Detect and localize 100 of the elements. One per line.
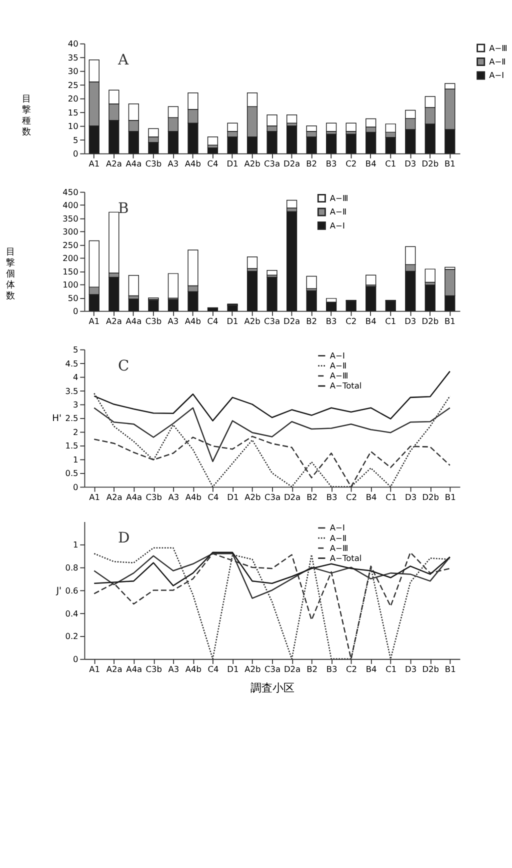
x-tick-label: D2b — [422, 158, 439, 169]
bar — [266, 270, 278, 276]
x-tick-label: A4a — [126, 664, 142, 674]
y-tick-label: 10 — [68, 121, 78, 132]
y-tick-label: 1 — [73, 454, 78, 464]
x-tick-label: B1 — [444, 158, 456, 169]
x-tick-label: A2a — [106, 158, 122, 169]
x-tick-label: C2 — [346, 664, 358, 674]
legend-label: A−Total — [330, 380, 362, 391]
x-tick-label: C3b — [146, 664, 162, 674]
y-tick-label: 2.5 — [65, 413, 78, 424]
bar — [148, 300, 159, 312]
legend-label: A−Ⅰ — [330, 220, 345, 230]
legend-label: A−Ⅱ — [330, 532, 347, 543]
x-tick-label: A4b — [184, 316, 202, 326]
bar — [306, 276, 317, 290]
x-tick-label: A2b — [244, 664, 261, 674]
x-tick-label: A2a — [106, 492, 122, 502]
x-tick-label: C4 — [207, 158, 218, 169]
x-tick-label: A4b — [185, 664, 202, 674]
x-tick-label: A2b — [244, 316, 260, 326]
y-tick-label: 0 — [73, 306, 78, 316]
x-tick-label: A1 — [89, 492, 100, 502]
bar — [108, 212, 120, 274]
x-tick-label: B4 — [366, 664, 377, 674]
y-tick-label: 400 — [62, 200, 78, 210]
x-tick-label: A3 — [168, 316, 179, 326]
x-tick-label: B1 — [444, 664, 456, 674]
y-tick-label: 3 — [73, 400, 78, 410]
x-tick-label: C2 — [346, 316, 357, 326]
x-tick-label: D2b — [422, 316, 439, 326]
x-tick-label: A2a — [106, 664, 122, 674]
bar — [306, 290, 317, 312]
x-tick-label: A2b — [244, 492, 261, 502]
y-tick-label: 0 — [73, 482, 78, 492]
y-tick-label: 150 — [62, 266, 78, 276]
x-tick-label: D2a — [284, 492, 301, 502]
x-tick-label: B2 — [306, 492, 318, 502]
y-tick-label: 450 — [62, 187, 78, 198]
bar — [246, 270, 258, 312]
x-tick-label: C3b — [146, 492, 162, 502]
bar — [246, 256, 258, 269]
y-tick-label: 15 — [68, 107, 78, 118]
x-tick-label: B2 — [306, 664, 318, 674]
legend-label: A−Ⅱ — [489, 56, 506, 66]
x-tick-label: A4a — [126, 316, 142, 326]
x-tick-label: C3b — [145, 158, 162, 169]
y-axis-title: H' — [52, 414, 62, 424]
annotation: D — [118, 530, 130, 547]
x-tick-label: B1 — [444, 492, 456, 502]
x-tick-label: C4 — [207, 316, 218, 326]
y-tick-label: 25 — [68, 80, 78, 90]
x-tick-label: B4 — [365, 316, 376, 326]
x-tick-label: C1 — [385, 316, 396, 326]
legend-label: A−Ⅱ — [330, 360, 347, 371]
y-tick-label: 35 — [68, 52, 78, 62]
x-tick-label: D2b — [422, 492, 440, 502]
x-tick-label: A1 — [88, 158, 100, 169]
x-tick-label: C3a — [264, 316, 280, 326]
line-series — [94, 552, 451, 586]
bar — [346, 134, 356, 154]
x-tick-label: A3 — [168, 492, 180, 502]
y-tick-label: 2 — [73, 426, 78, 437]
y-tick-label: 30 — [68, 66, 78, 76]
legend-label: A−Ⅱ — [330, 206, 347, 217]
x-tick-label: C3a — [264, 664, 281, 674]
annotation: C — [118, 357, 130, 374]
y-axis-title: 目撃種数 — [22, 94, 32, 138]
x-tick-label: A4a — [126, 158, 142, 169]
x-tick-label: A1 — [89, 664, 100, 674]
bar — [346, 122, 356, 132]
bar — [128, 298, 139, 312]
y-tick-label: 20 — [68, 94, 78, 104]
x-tick-label: C3b — [145, 316, 162, 326]
y-tick-label: 0.5 — [65, 468, 78, 478]
legend-label: A−Ⅲ — [330, 370, 348, 381]
y-tick-label: 0 — [73, 148, 78, 159]
bar — [108, 276, 120, 312]
y-tick-label: 5 — [73, 344, 78, 355]
bar — [286, 200, 298, 208]
x-tick-label: B3 — [326, 158, 337, 169]
x-tick-label: C1 — [386, 664, 397, 674]
y-tick-label: 0.6 — [65, 585, 78, 596]
x-tick-label: C1 — [386, 492, 397, 502]
x-tick-label: D2b — [422, 664, 440, 674]
y-tick-label: 100 — [62, 280, 78, 290]
bar — [326, 122, 337, 132]
x-tick-label: D3 — [405, 664, 417, 674]
x-tick-label: A2b — [244, 158, 260, 169]
y-tick-label: 0.4 — [65, 608, 78, 618]
x-tick-label: A4b — [184, 158, 202, 169]
legend-label: A−Ⅲ — [330, 542, 348, 553]
x-tick-label: B4 — [366, 492, 377, 502]
bar — [385, 300, 396, 312]
bar — [286, 114, 298, 124]
x-tick-label: D2a — [284, 664, 301, 674]
bar — [326, 134, 337, 154]
bar — [424, 284, 436, 312]
y-tick-label: 200 — [62, 253, 78, 264]
bar — [286, 211, 298, 312]
